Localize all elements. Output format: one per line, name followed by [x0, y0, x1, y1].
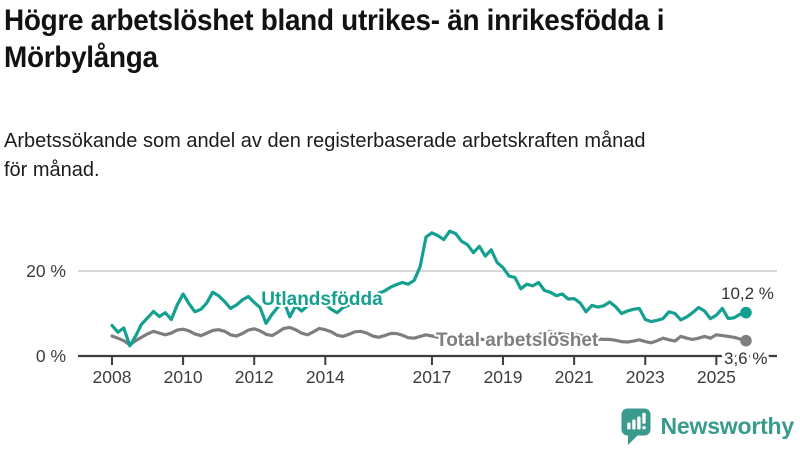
- series-end-dot: [740, 306, 752, 319]
- series-label: Utlandsfödda: [261, 289, 383, 310]
- page-subtitle-line-2: för månad.: [4, 159, 100, 181]
- y-tick-label: 20 %: [26, 261, 66, 281]
- page-title-line-2: Mörbylånga: [4, 41, 158, 74]
- x-tick-label: 2008: [93, 367, 132, 387]
- series-label: Total arbetslöshet: [436, 330, 599, 351]
- newsworthy-logo[interactable]: Newsworthy: [621, 408, 794, 445]
- page-title: Högre arbetslöshet bland utrikes- än inr…: [4, 2, 800, 76]
- x-tick-label: 2014: [306, 367, 345, 387]
- x-tick-label: 2025: [697, 367, 736, 387]
- page-title-line-1: Högre arbetslöshet bland utrikes- än inr…: [4, 4, 665, 37]
- series-end-label: 3,6 %: [724, 349, 767, 368]
- x-tick-label: 2017: [412, 367, 451, 387]
- x-tick-label: 2021: [555, 367, 594, 387]
- x-tick-label: 2023: [626, 367, 665, 387]
- x-tick-label: 2010: [164, 367, 203, 387]
- y-tick-label: 0 %: [36, 346, 66, 366]
- page-subtitle-line-1: Arbetssökande som andel av den registerb…: [4, 130, 646, 152]
- x-tick-label: 2019: [484, 367, 523, 387]
- series-line-total: [110, 325, 748, 347]
- bar-chart-speech-bubble-icon: [621, 408, 651, 445]
- brand-name: Newsworthy: [660, 413, 795, 439]
- x-tick-label: 2012: [235, 367, 274, 387]
- series-end-dot: [740, 334, 752, 347]
- series-line-utlandsfodda: [110, 229, 748, 348]
- page-subtitle: Arbetssökande som andel av den registerb…: [4, 127, 800, 185]
- series-end-label: 10,2 %: [721, 284, 774, 303]
- unemployment-line-chart: 0 % 20 % 2008 2010 2012 2014 2017 2019 2021 2023 2…: [26, 229, 777, 387]
